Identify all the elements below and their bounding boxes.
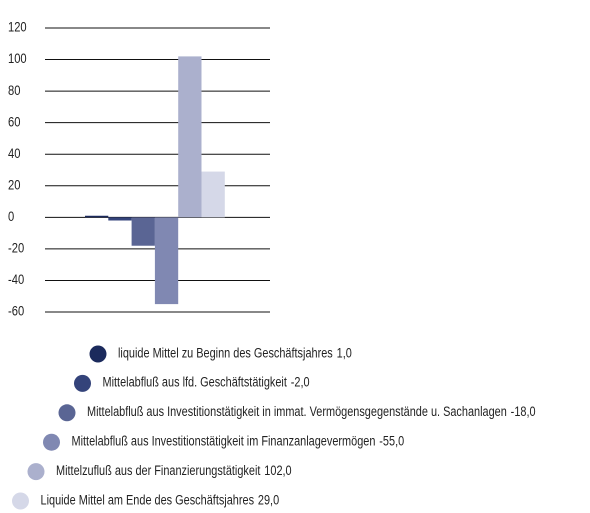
y-tick-label-group: -20 [8,240,24,255]
y-tick-label: 40 [8,146,20,161]
y-tick-label: 120 [8,20,27,35]
legend-text: Mittelzufluß aus der Finanzierungstätigk… [56,463,292,479]
legend-name: Mittelzufluß aus der Finanzierungstätigk… [56,463,261,479]
legend-value: -18,0 [511,404,536,420]
y-tick-label-group: 60 [8,114,20,129]
legend-entry: Mittelabfluß aus Investitionstätigkeit i… [87,404,536,420]
y-tick-label-group: 120 [8,20,27,35]
y-tick-label-group: -40 [8,272,24,287]
bar [131,217,155,246]
y-tick-label: 80 [8,83,20,98]
legend-entry: Mittelzufluß aus der Finanzierungstätigk… [56,463,292,479]
bar [108,217,132,221]
legend-text: Liquide Mittel am Ende des Geschäftsjahr… [41,492,280,508]
y-tick-label: 60 [8,114,20,129]
legend-text: Mittelabfluß aus Investitionstätigkeit i… [87,404,536,420]
legend-name: Mittelabfluß aus lfd. Geschäftstätigkeit [103,375,288,391]
legend-entry: Mittelabfluß aus Investitionstätigkeit i… [72,434,405,450]
y-tick-label: 20 [8,177,20,192]
legend-name: Mittelabfluß aus Investitionstätigkeit i… [72,434,376,450]
legend-text: Mittelabfluß aus lfd. Geschäftstätigkeit… [103,375,310,391]
legend-marker [89,345,107,363]
legend-value: 102,0 [264,463,291,479]
y-tick-label-group: 80 [8,83,20,98]
y-tick-label-group: 40 [8,146,20,161]
bar [85,215,109,218]
y-tick-label-group: 100 [8,51,27,66]
y-tick-label: -60 [8,304,24,319]
legend-value: 29,0 [258,492,279,508]
legend-marker [43,433,60,451]
y-tick-label: 100 [8,51,27,66]
y-tick-label: -40 [8,272,24,287]
y-tick-label: 0 [8,209,14,224]
legend-marker [58,404,76,422]
legend-entry: liquide Mittel zu Beginn des Geschäftsja… [118,345,352,361]
bar [178,56,202,218]
legend-entry: Mittelabfluß aus lfd. Geschäftstätigkeit… [103,375,310,391]
legend-value: -2,0 [291,375,310,391]
legend-entry: Liquide Mittel am Ende des Geschäftsjahr… [41,492,280,508]
legend-name: liquide Mittel zu Beginn des Geschäftsja… [118,345,333,361]
legend-text: Mittelabfluß aus Investitionstätigkeit i… [72,434,405,450]
legend-value: -55,0 [379,434,404,450]
y-tick-label: -20 [8,240,24,255]
legend-name: Mittelabfluß aus Investitionstätigkeit i… [87,404,507,420]
legend-marker [27,463,45,481]
legend-marker [12,492,29,510]
bar [201,171,225,218]
legend-text: liquide Mittel zu Beginn des Geschäftsja… [118,345,352,361]
legend-name: Liquide Mittel am Ende des Geschäftsjahr… [41,492,255,508]
bar [154,217,179,305]
y-tick-label-group: 20 [8,177,20,192]
legend-value: 1,0 [337,345,352,361]
y-tick-label-group: -60 [8,304,24,319]
legend-marker [74,374,91,392]
y-tick-label-group: 0 [8,209,14,224]
